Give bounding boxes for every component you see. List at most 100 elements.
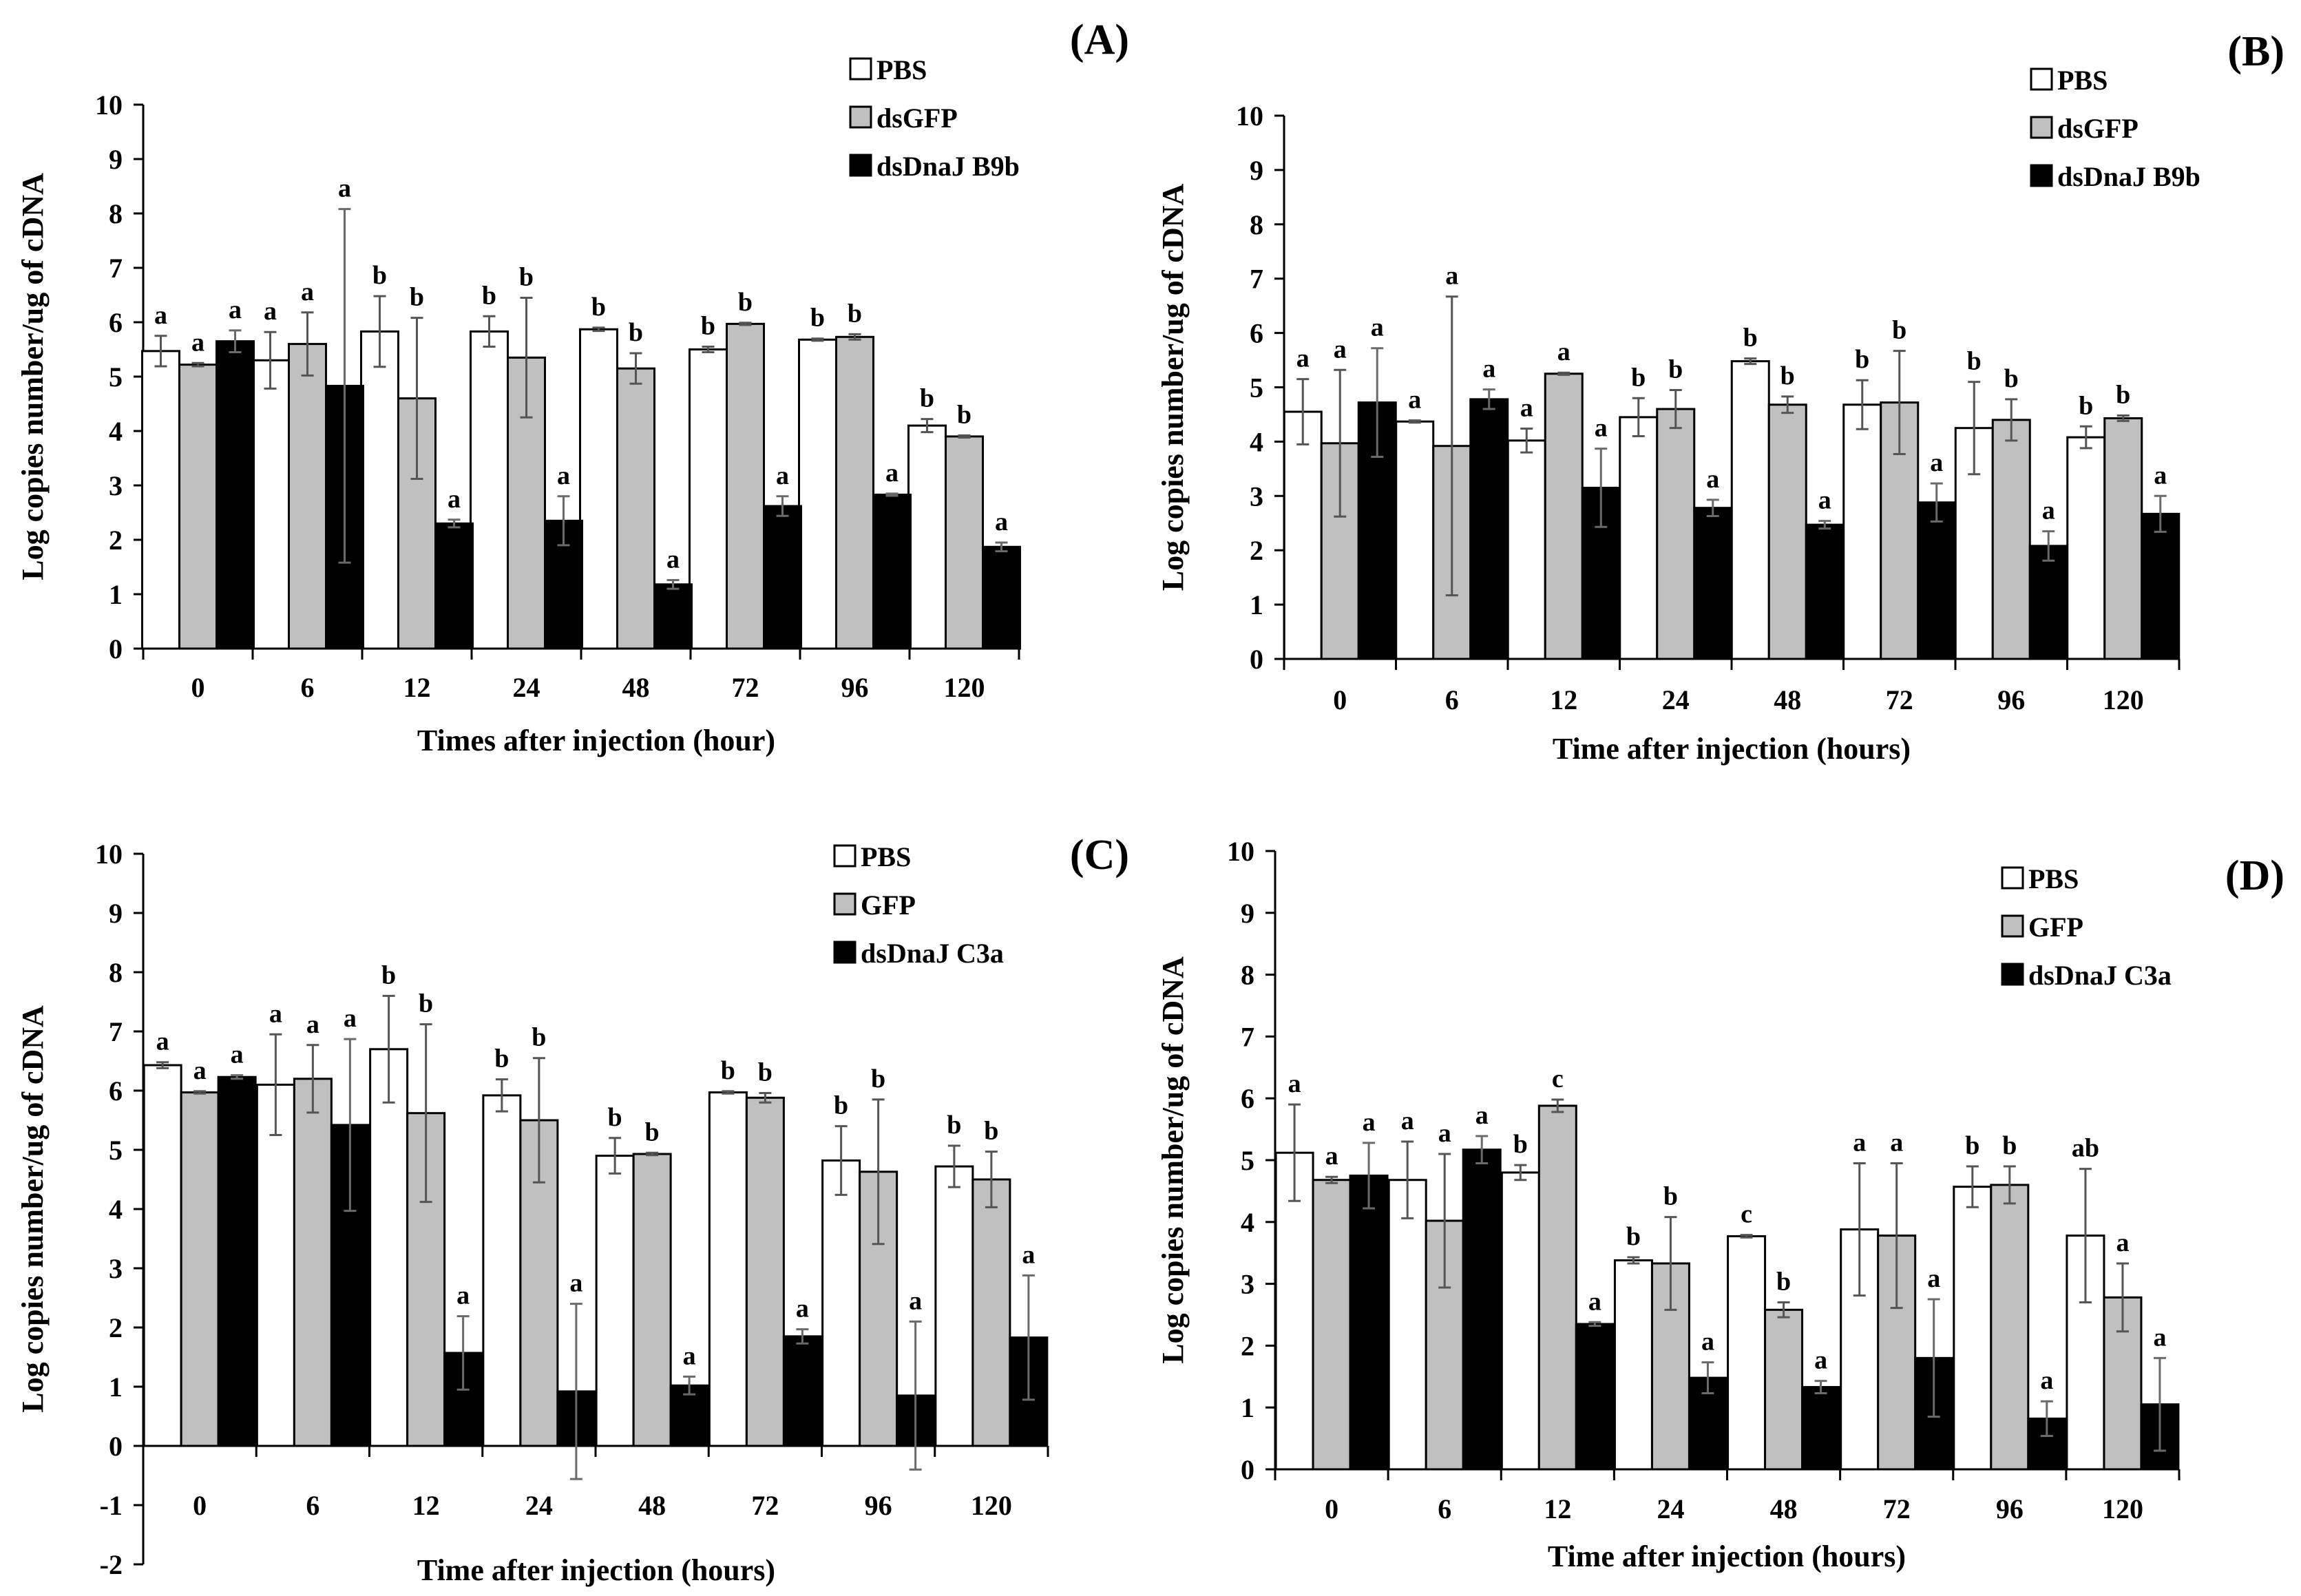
significance-label: b	[1780, 361, 1795, 390]
x-tick-label: 120	[2103, 684, 2144, 715]
panel-label: (D)	[2225, 852, 2284, 899]
y-tick-label: 9	[109, 144, 123, 175]
legend-entry: PBS	[876, 54, 927, 85]
y-tick-label: 8	[1250, 209, 1263, 240]
bar-pbs	[369, 1048, 409, 1447]
significance-label: b	[482, 281, 496, 310]
bar-pbs	[1730, 360, 1770, 660]
significance-label: a	[776, 461, 789, 490]
significance-label: a	[796, 1294, 809, 1323]
x-tick-label: 0	[1325, 1493, 1338, 1524]
significance-label: b	[410, 283, 424, 312]
bar-dsdnaj-c3a	[782, 1335, 822, 1447]
legend-entry: GFP	[2028, 912, 2083, 943]
significance-label: b	[871, 1064, 885, 1093]
significance-label: b	[1965, 1131, 1979, 1160]
significance-label: b	[848, 299, 862, 328]
y-tick-label: 5	[1250, 372, 1263, 403]
y-tick-label: 3	[1250, 481, 1263, 512]
y-tick-label: 2	[1250, 535, 1263, 566]
y-tick-label: 6	[1241, 1083, 1254, 1114]
significance-label: a	[156, 1027, 169, 1056]
y-tick-label: 9	[1241, 898, 1254, 929]
bar-dsgfp	[397, 397, 437, 650]
bar-pbs	[1500, 1171, 1540, 1471]
legend: PBS dsGFP dsDnaJ B9b	[849, 54, 1020, 182]
x-tick-label: 0	[1333, 684, 1347, 715]
significance-label: a	[1595, 414, 1608, 443]
legend-entry: PBS	[2028, 863, 2079, 894]
bar-dsdnaj-b9b	[982, 545, 1021, 650]
significance-label: b	[419, 989, 433, 1018]
legend-entry: PBS	[861, 841, 911, 872]
bar-pbs	[251, 359, 290, 650]
bar-dsgfp	[1544, 372, 1584, 660]
significance-label: a	[1588, 1287, 1601, 1316]
significance-label: a	[193, 1056, 207, 1085]
significance-label: ab	[2072, 1134, 2099, 1163]
y-tick-label: 6	[1250, 318, 1263, 349]
x-tick-label: 48	[622, 672, 650, 703]
significance-label: b	[629, 318, 643, 347]
x-tick-label: 12	[1550, 684, 1577, 715]
y-tick-label: 5	[1241, 1145, 1254, 1176]
significance-label: a	[191, 328, 204, 357]
significance-label: b	[1743, 324, 1758, 353]
legend-swatch	[833, 892, 857, 916]
significance-label: a	[1701, 1327, 1714, 1356]
legend-swatch	[2030, 116, 2053, 139]
significance-label: b	[1626, 1222, 1641, 1251]
bar-dsdnaj-b9b	[1917, 501, 1957, 660]
significance-label: a	[1363, 1108, 1376, 1137]
bar-dsdnaj-c3a	[1462, 1148, 1502, 1471]
bar-dsdnaj-c3a	[1349, 1174, 1389, 1471]
bar-pbs	[821, 1159, 861, 1447]
x-tick-label: 72	[732, 672, 759, 703]
significance-label: a	[1557, 337, 1570, 366]
significance-label: b	[758, 1058, 773, 1086]
legend-entry: dsDnaJ B9b	[876, 151, 1020, 182]
legend: PBS dsGFP dsDnaJ B9b	[2030, 65, 2200, 192]
x-tick-label: 120	[971, 1490, 1012, 1521]
bar-pbs	[470, 330, 509, 650]
significance-label: b	[519, 262, 534, 291]
bar-pbs	[1283, 410, 1323, 660]
significance-label: a	[1814, 1346, 1827, 1375]
x-tick-label: 96	[1996, 1493, 2024, 1524]
significance-label: a	[1482, 355, 1495, 384]
y-axis-title: Log copies number/ug of cDNA	[1156, 956, 1190, 1364]
significance-label: a	[1520, 393, 1533, 422]
x-tick-label: 72	[1883, 1493, 1911, 1524]
significance-label: a	[1022, 1240, 1035, 1269]
bar-dsdnaj-b9b	[2028, 545, 2068, 660]
y-axis-title: Log copies number/ug of cDNA	[1156, 184, 1190, 591]
bar-dsdnaj-b9b	[872, 493, 912, 650]
significance-label: b	[721, 1056, 735, 1085]
significance-label: b	[1513, 1130, 1528, 1159]
significance-label: a	[2116, 1228, 2129, 1257]
y-tick-label: 1	[109, 1372, 123, 1403]
bar-dsdnaj-c3a	[1801, 1386, 1841, 1471]
significance-label: a	[1408, 386, 1421, 414]
significance-label: a	[885, 459, 899, 487]
significance-label: a	[2040, 1366, 2053, 1395]
significance-label: c	[1552, 1064, 1564, 1093]
significance-label: a	[1325, 1142, 1338, 1170]
y-tick-label: 4	[109, 416, 123, 447]
panel-label: (B)	[2227, 28, 2284, 75]
significance-label: b	[381, 960, 396, 989]
significance-label: b	[608, 1103, 622, 1132]
panel-label: (C)	[1070, 832, 1129, 879]
bar-dsdnaj-b9b	[763, 505, 802, 650]
x-tick-label: 12	[403, 672, 431, 703]
bar-dsdnaj-b9b	[216, 340, 255, 650]
x-tick-label: 24	[525, 1490, 553, 1521]
x-tick-label: 120	[2102, 1493, 2143, 1524]
y-tick-label: 8	[109, 957, 123, 988]
y-tick-label: 8	[109, 198, 123, 229]
x-axis-title: Time after injection (hours)	[417, 1553, 775, 1587]
legend-swatch	[2030, 67, 2053, 91]
bar-dsdnaj-b9b	[653, 583, 693, 650]
